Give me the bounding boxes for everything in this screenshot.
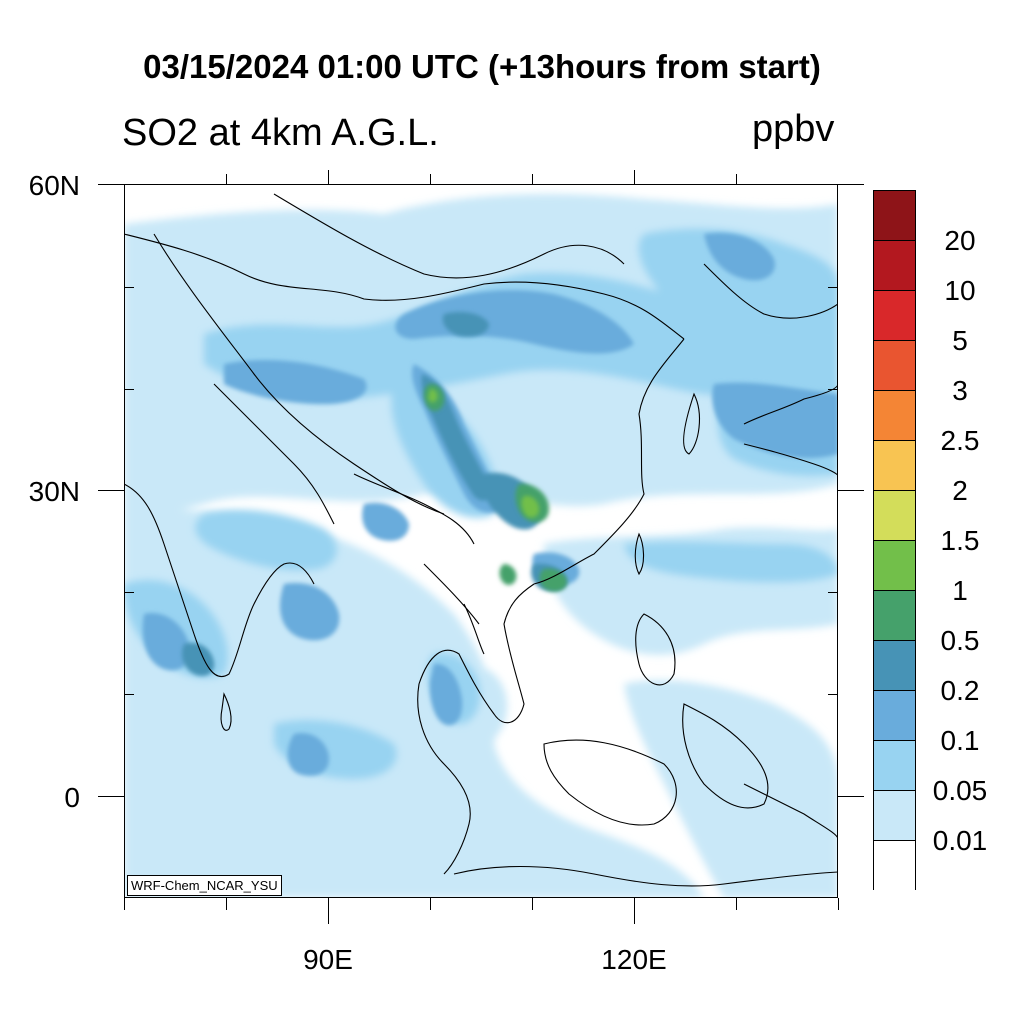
colorbar-label: 2 bbox=[952, 475, 968, 506]
tick-minor bbox=[124, 898, 125, 910]
tick-120e-top bbox=[634, 170, 635, 184]
so2-field-svg bbox=[124, 184, 838, 898]
colorbar-box-0.01-0.05 bbox=[874, 791, 915, 841]
colorbar bbox=[873, 190, 916, 891]
tick-minor bbox=[226, 174, 227, 184]
so2-level-1 bbox=[428, 388, 540, 518]
colorbar-label: 0.5 bbox=[940, 625, 980, 656]
tick-minor bbox=[124, 287, 134, 288]
tick-120e-bottom bbox=[634, 898, 635, 924]
colorbar-label: 20 bbox=[944, 225, 976, 256]
tick-minor bbox=[532, 174, 533, 184]
colorbar-box-0.05-0.1 bbox=[874, 741, 915, 791]
lat-label-30n: 30N bbox=[28, 476, 80, 507]
colorbar-label: 10 bbox=[944, 275, 976, 306]
colorbar-label: 0.05 bbox=[932, 775, 988, 806]
colorbar-label: 5 bbox=[952, 325, 968, 356]
tick-minor bbox=[838, 898, 839, 910]
lon-label-90e: 90E bbox=[303, 944, 353, 975]
tick-minor bbox=[226, 898, 227, 910]
colorbar-box-1.5-2 bbox=[874, 491, 915, 541]
colorbar-label: 0.1 bbox=[940, 725, 980, 756]
tick-minor bbox=[828, 389, 838, 390]
tick-eq-right bbox=[838, 796, 864, 797]
colorbar-box-20plus bbox=[874, 191, 915, 241]
model-credit: WRF-Chem_NCAR_YSU bbox=[127, 875, 282, 896]
colorbar-label: 1 bbox=[952, 575, 968, 606]
colorbar-box-0.5-1 bbox=[874, 591, 915, 641]
tick-eq-left bbox=[98, 796, 124, 797]
colorbar-box-0.2-0.5 bbox=[874, 641, 915, 691]
tick-60n-right bbox=[838, 184, 864, 185]
so2-level-01 bbox=[142, 232, 838, 776]
colorbar-label: 3 bbox=[952, 375, 968, 406]
tick-minor bbox=[736, 898, 737, 910]
tick-minor bbox=[430, 898, 431, 910]
tick-90e-top bbox=[328, 170, 329, 184]
colorbar-label: 1.5 bbox=[940, 525, 980, 556]
colorbar-box-3-5 bbox=[874, 341, 915, 391]
lat-label-equator: 0 bbox=[64, 782, 80, 813]
tick-minor bbox=[736, 174, 737, 184]
tick-minor bbox=[124, 694, 134, 695]
tick-minor bbox=[828, 694, 838, 695]
tick-minor bbox=[124, 389, 134, 390]
tick-minor bbox=[532, 898, 533, 910]
colorbar-box-below-0.01 bbox=[874, 841, 915, 891]
colorbar-box-1-1.5 bbox=[874, 541, 915, 591]
tick-minor bbox=[828, 592, 838, 593]
colorbar-label: 2.5 bbox=[940, 425, 980, 456]
tick-30n-left bbox=[98, 490, 124, 491]
tick-90e-bottom bbox=[328, 898, 329, 924]
colorbar-box-0.1-0.2 bbox=[874, 691, 915, 741]
colorbar-label: 0.01 bbox=[932, 825, 988, 856]
colorbar-box-2-2.5 bbox=[874, 441, 915, 491]
tick-minor bbox=[430, 174, 431, 184]
colorbar-box-5-10 bbox=[874, 291, 915, 341]
tick-60n-left bbox=[98, 184, 124, 185]
tick-minor bbox=[828, 287, 838, 288]
tick-30n-right bbox=[838, 490, 864, 491]
lon-label-120e: 120E bbox=[601, 944, 667, 975]
coastlines bbox=[124, 193, 838, 887]
map-title: 03/15/2024 01:00 UTC (+13hours from star… bbox=[143, 48, 821, 85]
tick-minor bbox=[124, 592, 134, 593]
colorbar-box-2.5-3 bbox=[874, 391, 915, 441]
colorbar-box-10-20 bbox=[874, 241, 915, 291]
variable-label: SO2 at 4km A.G.L. bbox=[122, 112, 439, 154]
so2-map bbox=[124, 184, 838, 898]
lat-label-60n: 60N bbox=[28, 170, 80, 201]
colorbar-label: 0.2 bbox=[940, 675, 980, 706]
units-label: ppbv bbox=[752, 108, 835, 150]
